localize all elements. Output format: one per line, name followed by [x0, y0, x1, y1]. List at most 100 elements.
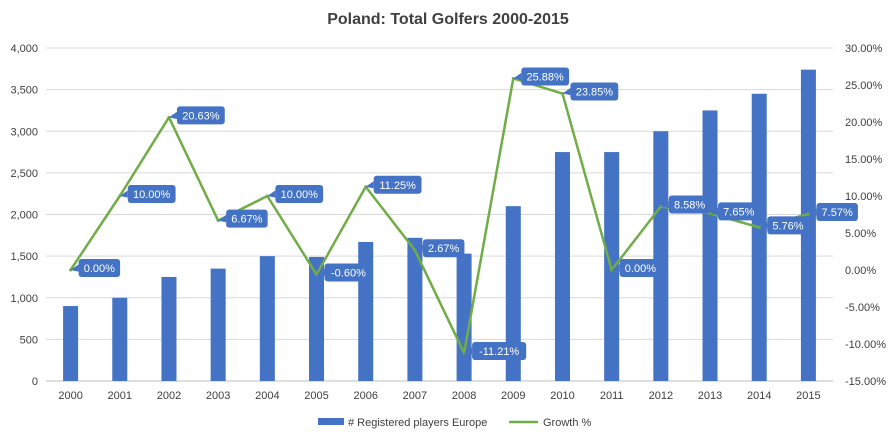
data-label-text: -11.21% — [479, 346, 519, 358]
data-label-pointer — [119, 190, 128, 198]
data-label-text: 7.57% — [822, 207, 853, 219]
data-label: 7.57% — [808, 202, 858, 221]
data-label: 20.63% — [168, 106, 225, 125]
data-label: -0.60% — [316, 263, 373, 282]
left-tick-label: 4,000 — [10, 43, 38, 55]
data-label: 10.00% — [267, 185, 324, 203]
data-label-pointer — [316, 268, 325, 277]
data-label-box — [176, 106, 225, 125]
right-tick-label: 5.00% — [845, 228, 876, 240]
x-tick-label: 2009 — [501, 390, 525, 402]
bar — [358, 241, 374, 381]
data-label-pointer — [267, 190, 276, 198]
bar — [161, 276, 177, 381]
data-label-box — [816, 202, 858, 221]
bar — [751, 93, 767, 381]
data-label: 23.85% — [562, 82, 619, 101]
data-label-text: 7.65% — [723, 206, 754, 218]
data-label-box — [767, 216, 809, 235]
data-label-box — [324, 263, 373, 282]
data-label-text: 6.67% — [231, 214, 262, 226]
data-label: -11.21% — [464, 341, 527, 360]
right-tick-label: 25.00% — [845, 80, 883, 92]
bar — [702, 110, 718, 381]
right-tick-label: 0.00% — [845, 265, 876, 277]
data-label-pointer — [513, 72, 522, 81]
data-label-pointer — [611, 264, 620, 272]
bar — [63, 306, 79, 381]
data-label: 5.76% — [759, 216, 809, 235]
data-label-pointer — [365, 181, 374, 189]
data-label-box — [472, 341, 527, 360]
x-tick-label: 2012 — [649, 390, 673, 402]
data-label: 7.65% — [710, 202, 760, 221]
left-tick-label: 1,500 — [10, 251, 38, 263]
data-label-box — [619, 259, 662, 277]
data-label: 25.88% — [513, 67, 570, 86]
bar — [505, 206, 521, 381]
data-label-box — [127, 185, 176, 203]
right-tick-label: 10.00% — [845, 191, 883, 203]
x-tick-label: 2003 — [206, 390, 230, 402]
bar — [210, 268, 226, 381]
left-tick-label: 500 — [20, 334, 38, 346]
x-tick-label: 2002 — [157, 390, 181, 402]
data-label-text: 0.00% — [84, 263, 115, 275]
bar — [112, 297, 128, 381]
left-tick-label: 3,500 — [10, 85, 38, 97]
left-axis: 0 500 1,000 1,500 2,000 2,500 3,000 3,500 4,000 — [10, 43, 38, 388]
data-label-pointer — [414, 244, 423, 252]
bar-series — [63, 69, 816, 382]
bar — [309, 256, 325, 381]
bar — [554, 152, 570, 381]
data-label-text: 5.76% — [772, 220, 803, 232]
data-label-text: 10.00% — [133, 189, 171, 201]
x-axis: 2000 2001 2002 2003 2004 2005 2006 2007 2008 2009… — [58, 390, 820, 402]
x-tick-label: 2007 — [403, 390, 427, 402]
data-label-text: 10.00% — [281, 189, 319, 201]
right-tick-label: -5.00% — [845, 302, 880, 314]
data-label-box — [78, 259, 121, 277]
data-label-box — [226, 209, 268, 228]
x-tick-label: 2004 — [255, 390, 279, 402]
data-label-pointer — [710, 207, 719, 215]
right-axis: -15.00% -10.00% -5.00% 0.00% 5.00% 10.00% 15.0… — [845, 43, 886, 388]
left-tick-label: 1,000 — [10, 293, 38, 305]
x-tick-label: 2011 — [600, 390, 624, 402]
legend-bar-swatch — [318, 418, 344, 425]
legend-line-label: Growth % — [543, 417, 592, 429]
x-tick-label: 2010 — [550, 390, 574, 402]
data-label: 8.58% — [660, 195, 711, 214]
data-labels: 0.00% 10.00% 20.63% 6.67% 10.00% -0.60% 11.25%… — [70, 67, 858, 360]
gridlines — [46, 47, 833, 382]
right-tick-label: -10.00% — [845, 339, 886, 351]
data-label-pointer — [70, 264, 79, 272]
data-label: 0.00% — [70, 259, 121, 277]
data-label-text: 20.63% — [182, 110, 220, 122]
data-label-text: 23.85% — [576, 87, 614, 99]
data-label: 10.00% — [119, 185, 176, 203]
x-tick-label: 2013 — [698, 390, 722, 402]
x-tick-label: 2001 — [108, 390, 132, 402]
data-label-text: -0.60% — [331, 267, 366, 279]
data-label: 11.25% — [365, 175, 422, 194]
legend: # Registered players Europe Growth % — [318, 417, 592, 429]
x-tick-label: 2008 — [452, 390, 476, 402]
data-label-pointer — [464, 347, 473, 355]
data-label-pointer — [168, 111, 177, 119]
data-label-box — [718, 202, 760, 221]
data-label-box — [668, 195, 711, 214]
data-label-pointer — [759, 221, 768, 229]
data-label-box — [422, 239, 465, 258]
data-label: 6.67% — [218, 209, 268, 228]
data-label-box — [570, 82, 619, 101]
data-label-text: 0.00% — [625, 263, 656, 275]
bar — [259, 256, 275, 381]
x-tick-label: 2015 — [796, 390, 820, 402]
x-tick-label: 2000 — [58, 390, 82, 402]
x-tick-label: 2006 — [353, 390, 377, 402]
data-label-box — [275, 185, 324, 203]
data-label-pointer — [808, 208, 817, 216]
